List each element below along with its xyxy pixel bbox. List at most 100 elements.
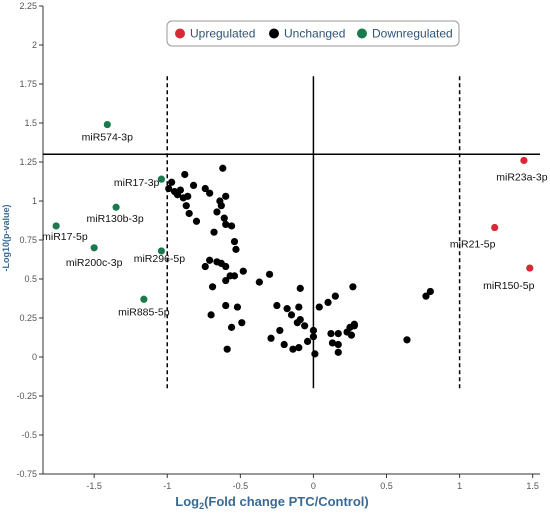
unchanged-point: [210, 228, 218, 236]
unchanged-point: [182, 202, 190, 210]
y-tick-label: 0.75: [19, 235, 37, 245]
unchanged-point: [217, 202, 225, 210]
unchanged-point: [309, 333, 318, 341]
points-layer: [52, 120, 534, 358]
downregulated-point: [52, 222, 60, 230]
unchanged-point: [350, 320, 358, 328]
labels-layer: miR574-3p miR17-3p miR130b-3p miR17-5p miR20…: [42, 132, 548, 319]
point-label: miR130b-3p: [86, 213, 143, 225]
unchanged-point: [295, 303, 303, 311]
unchanged-point: [334, 330, 342, 338]
unchanged-point: [267, 334, 275, 342]
unchanged-point: [220, 214, 228, 222]
unchanged-point: [222, 301, 230, 310]
unchanged-point: [227, 222, 236, 230]
unchanged-point: [208, 283, 217, 291]
legend-label-upregulated: Upregulated: [190, 27, 255, 41]
unchanged-point: [213, 208, 221, 216]
point-label: miR23a-3p: [496, 171, 548, 183]
unchanged-point: [287, 311, 296, 319]
unchanged-point: [289, 345, 297, 353]
unchanged-point: [206, 189, 214, 197]
unchanged-point: [324, 298, 332, 306]
y-tick-label: 0: [32, 352, 37, 362]
unchanged-point: [349, 283, 357, 291]
downregulated-point: [157, 247, 166, 255]
unchanged-point: [296, 284, 304, 292]
upregulated-point: [491, 223, 499, 232]
legend-label-downregulated: Downregulated: [372, 27, 453, 41]
legend-marker-downregulated: [357, 28, 367, 39]
point-label: miR21-5p: [450, 239, 496, 251]
unchanged-point: [230, 272, 239, 280]
x-tick-label: -1.5: [86, 481, 102, 491]
unchanged-point: [168, 178, 176, 186]
unchanged-point: [232, 245, 240, 253]
point-label: miR17-5p: [42, 231, 88, 243]
unchanged-point: [328, 339, 337, 347]
unchanged-point: [273, 301, 281, 310]
x-axis-title: Log2(Fold change PTC/Control): [175, 494, 369, 511]
unchanged-point: [331, 292, 339, 300]
axes-layer: -0.75 -0.5 -0.25 0 0.25 0.5 0.75 1 1.25 1.5 1.75 2 2…: [16, 1, 540, 491]
point-label: miR296-5p: [134, 253, 186, 265]
unchanged-point: [219, 164, 227, 172]
point-label: miR150-5p: [483, 280, 535, 292]
unchanged-point: [192, 217, 201, 225]
unchanged-point: [403, 336, 411, 344]
unchanged-point: [222, 220, 230, 228]
unchanged-point: [233, 303, 242, 311]
unchanged-point: [222, 276, 230, 285]
x-tick-label: 1: [457, 481, 462, 491]
unchanged-point: [206, 256, 214, 264]
unchanged-point: [222, 262, 230, 271]
unchanged-point: [184, 192, 192, 200]
unchanged-point: [315, 303, 323, 311]
point-label: miR200c-3p: [66, 257, 123, 269]
unchanged-point: [165, 184, 173, 193]
unchanged-point: [239, 267, 247, 275]
legend-box: [166, 20, 460, 47]
unchanged-point: [276, 326, 284, 335]
unchanged-point: [201, 262, 209, 271]
y-tick-label: 1.25: [19, 157, 37, 167]
unchanged-point: [347, 331, 356, 339]
x-axis-title-subscript: 2: [199, 501, 204, 511]
y-tick-label: -0.75: [16, 469, 37, 479]
y-tick-label: -0.25: [16, 391, 37, 401]
unchanged-point: [303, 337, 312, 345]
unchanged-point: [265, 270, 274, 278]
unchanged-point: [301, 322, 309, 330]
downregulated-point: [157, 175, 166, 183]
y-tick-label: 1.75: [19, 79, 37, 89]
upregulated-point: [520, 156, 528, 165]
unchanged-point: [222, 192, 230, 200]
unchanged-point: [207, 311, 215, 319]
y-tick-label: 0.25: [19, 313, 37, 323]
x-axis-title-rest: (Fold change PTC/Control): [204, 494, 369, 509]
x-tick-label: -0.5: [233, 481, 249, 491]
y-axis-title: -Log10(p-value): [1, 204, 11, 271]
unchanged-point: [185, 209, 193, 218]
y-tick-label: 0.5: [24, 274, 37, 284]
x-tick-label: 0.5: [380, 481, 393, 491]
downregulated-point: [90, 244, 98, 252]
unchanged-point: [201, 184, 209, 193]
unchanged-point: [311, 350, 319, 358]
y-tick-label: 1: [32, 196, 37, 206]
unchanged-point: [327, 330, 335, 338]
unchanged-point: [296, 315, 304, 324]
legend-marker-unchanged: [269, 28, 279, 39]
unchanged-point: [422, 292, 430, 300]
downregulated-point: [103, 120, 111, 129]
upregulated-point: [526, 264, 534, 272]
unchanged-point: [176, 186, 185, 194]
x-axis-title-prefix: Log: [175, 494, 199, 509]
unchanged-point: [426, 287, 434, 296]
y-tick-label: -0.5: [21, 430, 37, 440]
unchanged-point: [309, 326, 318, 335]
unchanged-point: [238, 319, 246, 327]
legend-label-unchanged: Unchanged: [284, 27, 345, 41]
